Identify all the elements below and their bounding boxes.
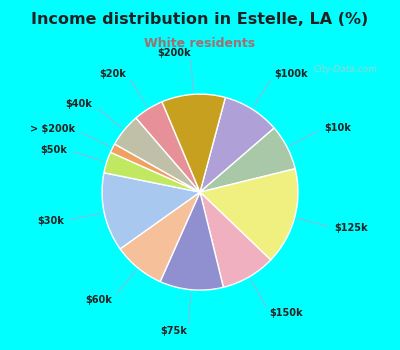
- Wedge shape: [200, 192, 271, 287]
- Wedge shape: [160, 192, 223, 290]
- Wedge shape: [200, 169, 298, 260]
- Text: $50k: $50k: [40, 145, 67, 155]
- Wedge shape: [162, 94, 225, 192]
- Text: $100k: $100k: [274, 69, 308, 79]
- Wedge shape: [102, 173, 200, 249]
- Wedge shape: [115, 118, 200, 192]
- Text: $150k: $150k: [270, 308, 303, 318]
- Text: $60k: $60k: [85, 295, 112, 305]
- Text: $75k: $75k: [161, 326, 188, 336]
- Wedge shape: [110, 144, 200, 192]
- Wedge shape: [136, 102, 200, 192]
- Wedge shape: [120, 192, 200, 282]
- Text: $40k: $40k: [65, 99, 92, 109]
- Wedge shape: [200, 128, 295, 192]
- Text: White residents: White residents: [144, 37, 256, 50]
- Wedge shape: [104, 152, 200, 192]
- Text: $200k: $200k: [157, 48, 190, 58]
- Text: City-Data.com: City-Data.com: [314, 65, 378, 74]
- Text: $30k: $30k: [37, 216, 64, 226]
- Wedge shape: [200, 97, 274, 192]
- Text: $20k: $20k: [100, 69, 126, 79]
- Text: $10k: $10k: [324, 123, 351, 133]
- Text: > $200k: > $200k: [30, 125, 76, 134]
- Text: $125k: $125k: [335, 223, 368, 233]
- Text: Income distribution in Estelle, LA (%): Income distribution in Estelle, LA (%): [31, 12, 369, 27]
